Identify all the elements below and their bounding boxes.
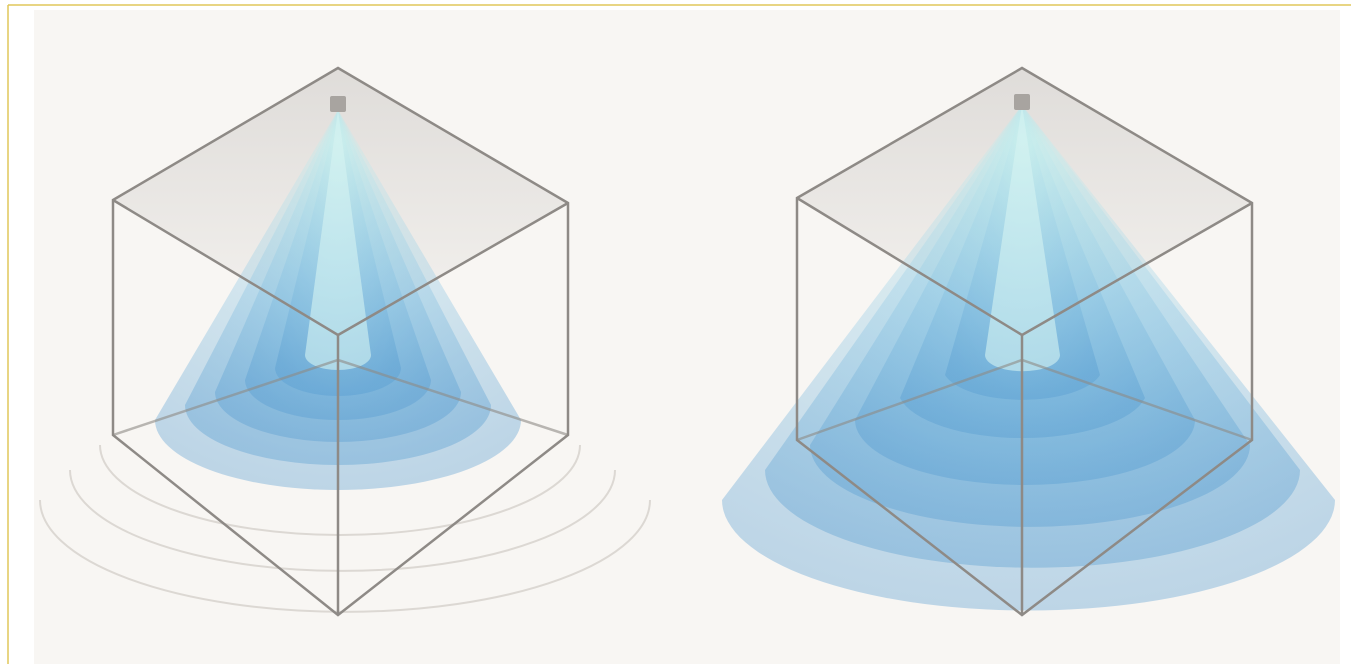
light-fixture — [330, 96, 346, 112]
cone — [155, 110, 521, 490]
cube-edges — [795, 66, 1254, 617]
narrow-beam-scene — [39, 66, 651, 617]
light-fixture — [1014, 94, 1030, 110]
cube-edges — [111, 66, 570, 617]
wide-beam-scene — [722, 66, 1335, 617]
outer-rings — [39, 444, 651, 613]
